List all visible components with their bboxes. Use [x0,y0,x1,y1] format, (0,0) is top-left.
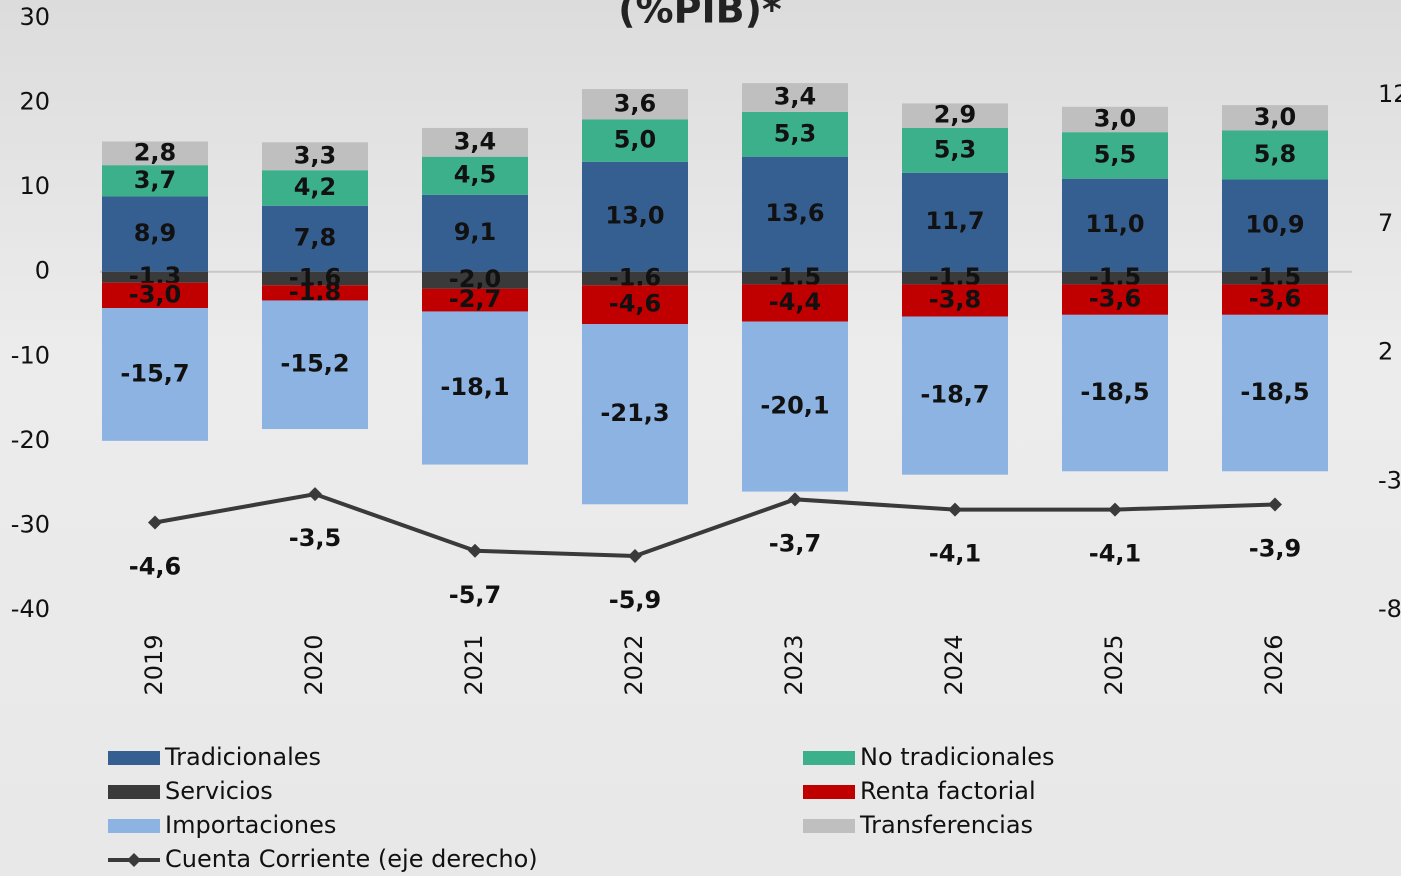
legend-swatch [803,785,855,799]
line-value-label: -4,6 [129,552,181,580]
legend-label: Servicios [165,777,273,805]
x-tick-label: 2024 [940,634,968,695]
line-marker [1268,497,1282,511]
y-tick-label: 20 [19,88,50,116]
value-label: -18,1 [440,373,509,401]
line-value-label: -3,7 [769,529,821,557]
value-label: 13,6 [765,199,824,227]
chart: (%PIB)* -40 -30 -20 -10 0 10 20 30 -8 -3 2 7 12 8,9 3,… [0,0,1401,876]
line-value-label: -3,9 [1249,534,1301,562]
legend-label: No tradicionales [860,743,1055,771]
y-tick-label: -10 [11,341,50,369]
y2-tick-label: 12 [1378,80,1401,108]
legend-swatch [803,819,855,833]
value-label: -3,6 [1089,285,1141,313]
y-tick-label: 0 [35,257,50,285]
x-tick-label: 2025 [1100,634,1128,695]
line-marker [308,487,322,501]
legend-marker [127,853,141,867]
x-tick-label: 2022 [620,634,648,695]
legend-swatch [803,751,855,765]
y-tick-label: -20 [11,426,50,454]
x-tick-label: 2026 [1260,634,1288,695]
x-tick-label: 2020 [300,634,328,695]
value-label: -21,3 [600,399,669,427]
line-value-label: -4,1 [929,540,981,568]
x-tick-label: 2023 [780,634,808,695]
legend-label: Importaciones [165,811,336,839]
value-label: 5,3 [934,135,977,163]
value-label: -18,7 [920,381,989,409]
value-label: -18,5 [1080,378,1149,406]
x-tick-label: 2021 [460,634,488,695]
line-value-label: -4,1 [1089,540,1141,568]
y2-tick-label: 2 [1378,338,1393,366]
value-label: -20,1 [760,392,829,420]
line-marker [468,544,482,558]
y-tick-label: 10 [19,172,50,200]
value-label: -3,6 [1249,285,1301,313]
value-label: -18,5 [1240,378,1309,406]
value-label: 3,4 [774,82,817,110]
value-label: 5,3 [774,119,817,147]
value-label: -4,6 [609,290,661,318]
value-label: 4,2 [294,173,337,201]
value-label: -4,4 [769,288,821,316]
legend-label: Tradicionales [164,743,321,771]
value-label: 5,5 [1094,140,1137,168]
value-label: 3,0 [1254,103,1297,131]
legend-label: Transferencias [859,811,1033,839]
line-marker [948,503,962,517]
legend-label: Renta factorial [860,777,1036,805]
line-value-label: -5,9 [609,586,661,614]
x-tick-label: 2019 [140,634,168,695]
value-label: 7,8 [294,224,337,252]
value-label: 5,0 [614,126,657,154]
y2-tick-label: 7 [1378,209,1393,237]
value-label: 2,9 [934,101,977,129]
legend-swatch [108,751,160,765]
y2-tick-label: -3 [1378,466,1401,494]
legend-label: Cuenta Corriente (eje derecho) [165,845,538,873]
value-label: 8,9 [134,219,177,247]
value-label: -2,7 [449,285,501,313]
y2-tick-label: -8 [1378,595,1401,623]
y-tick-label: -30 [11,510,50,538]
y-tick-label: -40 [11,595,50,623]
value-label: 11,0 [1085,210,1144,238]
value-label: 11,7 [925,207,984,235]
value-label: 3,6 [614,89,657,117]
value-label: 10,9 [1245,211,1304,239]
value-label: 9,1 [454,218,497,246]
legend-swatch [108,785,160,799]
value-label: -15,2 [280,350,349,378]
value-label: 2,8 [134,138,177,166]
chart-title: (%PIB)* [618,0,782,32]
value-label: 3,3 [294,141,337,169]
value-label: 3,7 [134,166,177,194]
legend-swatch [108,819,160,833]
value-label: -3,8 [929,285,981,313]
value-label: 13,0 [605,202,664,230]
value-label: 4,5 [454,161,497,189]
line-marker [1108,503,1122,517]
y-tick-label: 30 [19,3,50,31]
value-label: -3,0 [129,280,181,308]
value-label: 3,4 [454,127,497,155]
value-label: -15,7 [120,359,189,387]
line-marker [788,492,802,506]
value-label: 5,8 [1254,140,1297,168]
line-marker [148,515,162,529]
line-value-label: -5,7 [449,581,501,609]
value-label: 3,0 [1094,104,1137,132]
line-marker [628,549,642,563]
line-value-label: -3,5 [289,524,341,552]
